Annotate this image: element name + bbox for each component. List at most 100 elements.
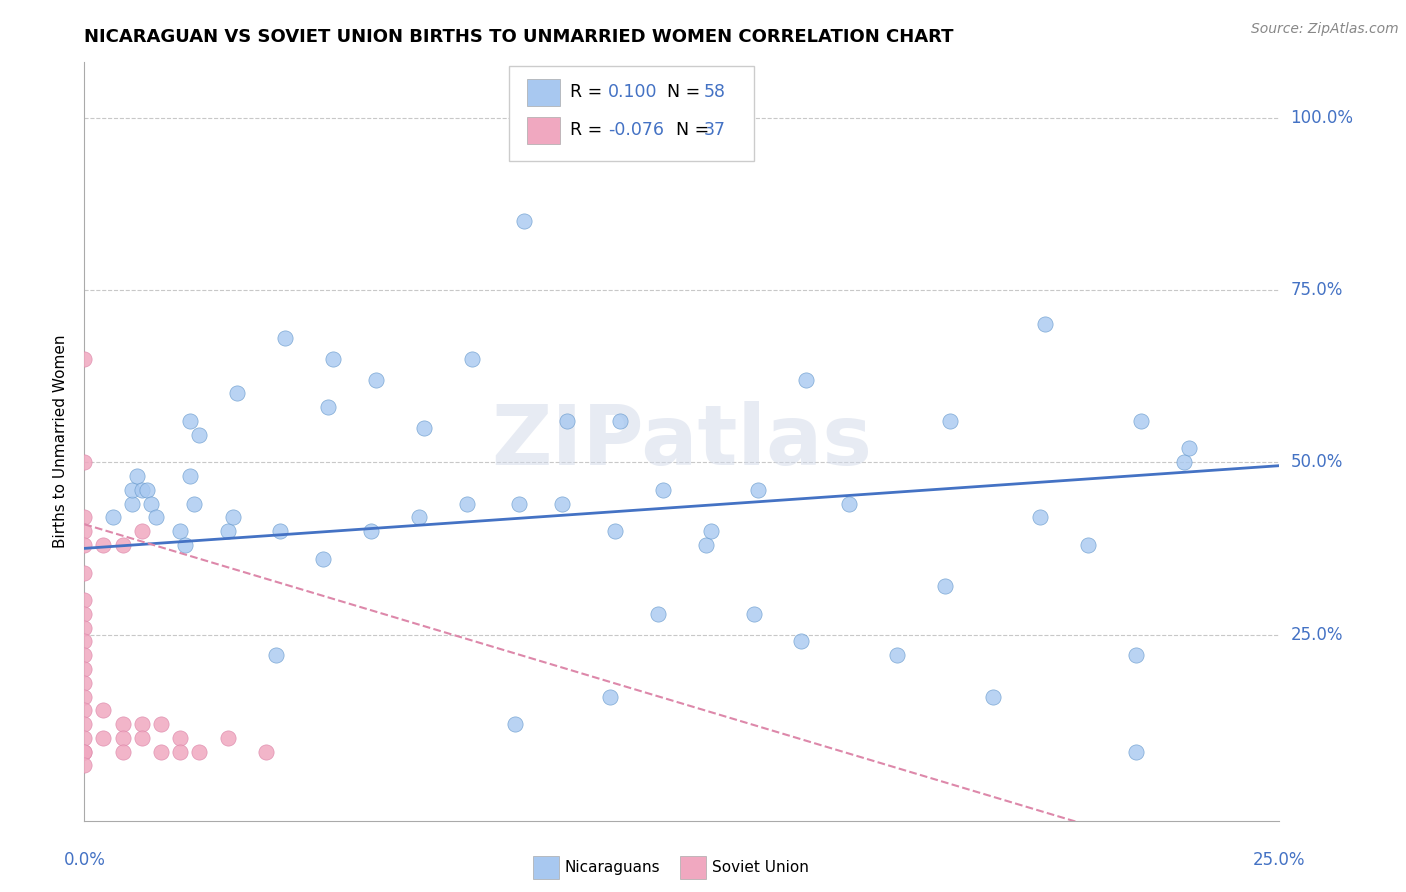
Point	[145, 510, 167, 524]
Point	[73, 745, 96, 759]
Point	[131, 717, 153, 731]
Text: 0.0%: 0.0%	[63, 851, 105, 869]
Text: R =: R =	[569, 121, 607, 139]
Point	[316, 400, 339, 414]
Point	[254, 745, 277, 759]
Text: N =: N =	[655, 83, 706, 102]
Point	[93, 538, 115, 552]
Point	[1033, 318, 1056, 332]
Point	[111, 717, 134, 731]
Text: 100.0%: 100.0%	[1291, 109, 1354, 127]
Point	[73, 593, 96, 607]
Point	[312, 551, 335, 566]
Point	[131, 483, 153, 497]
FancyBboxPatch shape	[533, 856, 558, 879]
Point	[221, 510, 243, 524]
Point	[747, 483, 769, 497]
Point	[93, 731, 115, 745]
Point	[73, 648, 96, 663]
Point	[274, 331, 297, 345]
Point	[149, 717, 172, 731]
Point	[73, 351, 96, 366]
Point	[73, 524, 96, 538]
Point	[1177, 442, 1199, 456]
Point	[364, 372, 387, 386]
Point	[73, 662, 96, 676]
Point	[599, 690, 621, 704]
Point	[647, 607, 669, 621]
Point	[73, 510, 96, 524]
Point	[131, 524, 153, 538]
Point	[1077, 538, 1099, 552]
Point	[73, 455, 96, 469]
FancyBboxPatch shape	[679, 856, 706, 879]
Point	[179, 469, 201, 483]
Point	[412, 421, 434, 435]
FancyBboxPatch shape	[527, 79, 560, 105]
Point	[73, 745, 96, 759]
Point	[101, 510, 124, 524]
Point	[609, 414, 631, 428]
Point	[149, 745, 172, 759]
Text: Nicaraguans: Nicaraguans	[565, 860, 661, 875]
Point	[179, 414, 201, 428]
Point	[503, 717, 526, 731]
Point	[131, 731, 153, 745]
FancyBboxPatch shape	[527, 117, 560, 144]
Point	[456, 497, 478, 511]
Text: N =: N =	[665, 121, 714, 139]
Point	[1125, 745, 1147, 759]
Text: 75.0%: 75.0%	[1291, 281, 1343, 299]
Text: 25.0%: 25.0%	[1253, 851, 1306, 869]
Point	[269, 524, 291, 538]
Point	[934, 579, 956, 593]
Point	[1129, 414, 1152, 428]
Point	[1125, 648, 1147, 663]
Point	[111, 745, 134, 759]
Point	[217, 731, 239, 745]
Point	[1173, 455, 1195, 469]
Point	[408, 510, 430, 524]
Text: -0.076: -0.076	[607, 121, 664, 139]
Point	[938, 414, 960, 428]
Point	[886, 648, 908, 663]
Point	[73, 731, 96, 745]
Point	[141, 497, 163, 511]
Text: NICARAGUAN VS SOVIET UNION BIRTHS TO UNMARRIED WOMEN CORRELATION CHART: NICARAGUAN VS SOVIET UNION BIRTHS TO UNM…	[84, 28, 953, 45]
Point	[188, 427, 211, 442]
Text: Soviet Union: Soviet Union	[711, 860, 808, 875]
Point	[603, 524, 626, 538]
Point	[93, 703, 115, 717]
Point	[73, 538, 96, 552]
Point	[460, 351, 482, 366]
Point	[217, 524, 239, 538]
Point	[742, 607, 765, 621]
Point	[513, 214, 536, 228]
Point	[125, 469, 148, 483]
Point	[169, 731, 191, 745]
Point	[73, 717, 96, 731]
Point	[111, 538, 134, 552]
Point	[73, 758, 96, 772]
Point	[73, 607, 96, 621]
Point	[111, 731, 134, 745]
Point	[73, 675, 96, 690]
Point	[73, 621, 96, 635]
Point	[360, 524, 382, 538]
Point	[794, 372, 817, 386]
Point	[838, 497, 860, 511]
Point	[551, 497, 574, 511]
Point	[1029, 510, 1052, 524]
Text: ZIPatlas: ZIPatlas	[492, 401, 872, 482]
Point	[555, 414, 578, 428]
Text: Source: ZipAtlas.com: Source: ZipAtlas.com	[1251, 22, 1399, 37]
Point	[121, 497, 143, 511]
Point	[183, 497, 205, 511]
Text: R =: R =	[569, 83, 607, 102]
Point	[651, 483, 673, 497]
Point	[73, 634, 96, 648]
Point	[135, 483, 157, 497]
Text: 37: 37	[703, 121, 725, 139]
Point	[226, 386, 249, 401]
Point	[695, 538, 717, 552]
